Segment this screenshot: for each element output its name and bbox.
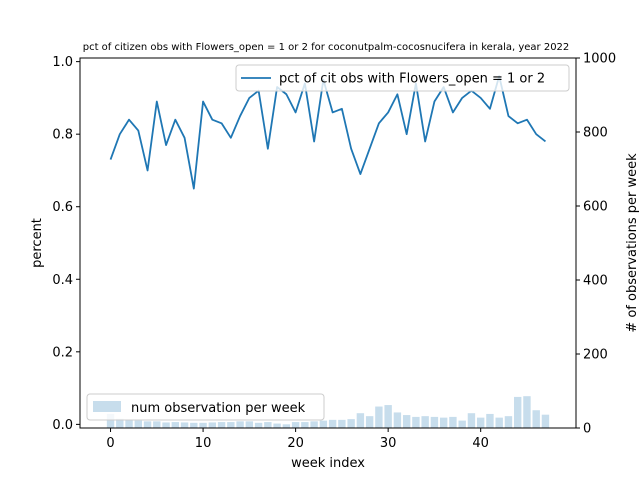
y-right-tick-label: 1000 xyxy=(583,52,616,67)
bar xyxy=(162,422,170,428)
bar xyxy=(439,417,448,428)
bar xyxy=(217,422,226,428)
x-tick-label: 20 xyxy=(287,436,304,451)
bar xyxy=(310,421,318,428)
series-line xyxy=(109,75,547,190)
bar xyxy=(153,421,161,428)
line-series xyxy=(109,75,547,190)
bar xyxy=(171,422,180,428)
bar xyxy=(356,413,365,428)
bar xyxy=(476,417,485,428)
bar xyxy=(319,420,328,428)
bar xyxy=(504,416,513,428)
bar xyxy=(421,416,429,428)
bar xyxy=(412,416,420,428)
y-right-tick-label: 800 xyxy=(583,126,608,141)
bar xyxy=(190,422,198,428)
bar xyxy=(254,422,263,428)
bar xyxy=(430,416,439,428)
bar xyxy=(264,422,272,428)
bar xyxy=(449,416,457,428)
x-tick-label: 30 xyxy=(380,436,397,451)
bar xyxy=(125,419,133,428)
bar xyxy=(328,419,337,428)
bar xyxy=(514,396,522,428)
y-left-tick-label: 0.2 xyxy=(52,345,73,360)
y-right-tick-label: 400 xyxy=(583,274,608,289)
legend-bar-swatch xyxy=(93,401,121,412)
bar xyxy=(347,419,355,428)
bar xyxy=(375,406,383,428)
bar xyxy=(523,396,531,428)
legend-lower-label: num observation per week xyxy=(131,401,306,416)
x-axis-label: week index xyxy=(291,456,365,471)
bar xyxy=(180,422,189,428)
bar xyxy=(208,422,217,428)
bar xyxy=(291,422,300,428)
bar xyxy=(532,410,540,428)
bar xyxy=(106,413,115,428)
y-right-tick-label: 600 xyxy=(583,200,608,215)
bar xyxy=(402,415,411,428)
y-axis-right-label: # of observations per week xyxy=(625,153,640,333)
y-left-tick-label: 0.8 xyxy=(52,128,73,143)
bar-series xyxy=(106,396,550,428)
y-left-tick-label: 1.0 xyxy=(52,55,73,70)
x-tick-label: 40 xyxy=(472,436,489,451)
x-tick-label: 0 xyxy=(106,436,114,451)
bar xyxy=(495,417,503,428)
x-axis: 0 10 20 30 40 xyxy=(106,428,489,451)
bar xyxy=(143,421,152,428)
y-left-tick-label: 0.0 xyxy=(52,418,73,433)
bar xyxy=(245,421,254,428)
bar xyxy=(236,421,244,428)
y-right-tick-label: 200 xyxy=(583,348,608,363)
bar xyxy=(134,420,142,428)
bar xyxy=(458,420,466,428)
bar xyxy=(467,413,476,428)
bar xyxy=(273,423,281,428)
bar xyxy=(116,418,124,428)
bar xyxy=(282,424,291,428)
y-right-tick-label: 0 xyxy=(583,422,591,437)
y-left-tick-label: 0.6 xyxy=(52,200,73,215)
y-axis-right: 0 200 400 600 800 1000 xyxy=(576,52,616,437)
legend-lower-box xyxy=(86,393,325,421)
chart-title: pct of citizen obs with Flowers_open = 1… xyxy=(83,42,570,53)
legend-upper-label: pct of cit obs with Flowers_open = 1 or … xyxy=(279,72,545,87)
plot-frame xyxy=(79,57,577,429)
bar xyxy=(541,414,550,428)
legend-upper-box xyxy=(235,64,570,92)
bar xyxy=(393,412,402,428)
y-axis-left: 0.0 0.2 0.4 0.6 0.8 1.0 xyxy=(52,55,80,433)
bar xyxy=(486,413,494,428)
bar xyxy=(301,422,309,428)
bar xyxy=(338,419,346,428)
y-axis-left-label: percent xyxy=(30,218,45,268)
bar xyxy=(384,405,392,428)
x-tick-label: 10 xyxy=(195,436,212,451)
bar xyxy=(227,422,235,428)
bar xyxy=(199,422,207,428)
legend-upper: pct of cit obs with Flowers_open = 1 or … xyxy=(235,64,570,92)
y-left-tick-label: 0.4 xyxy=(52,273,73,288)
bar xyxy=(365,416,374,428)
legend-lower: num observation per week xyxy=(86,393,325,421)
